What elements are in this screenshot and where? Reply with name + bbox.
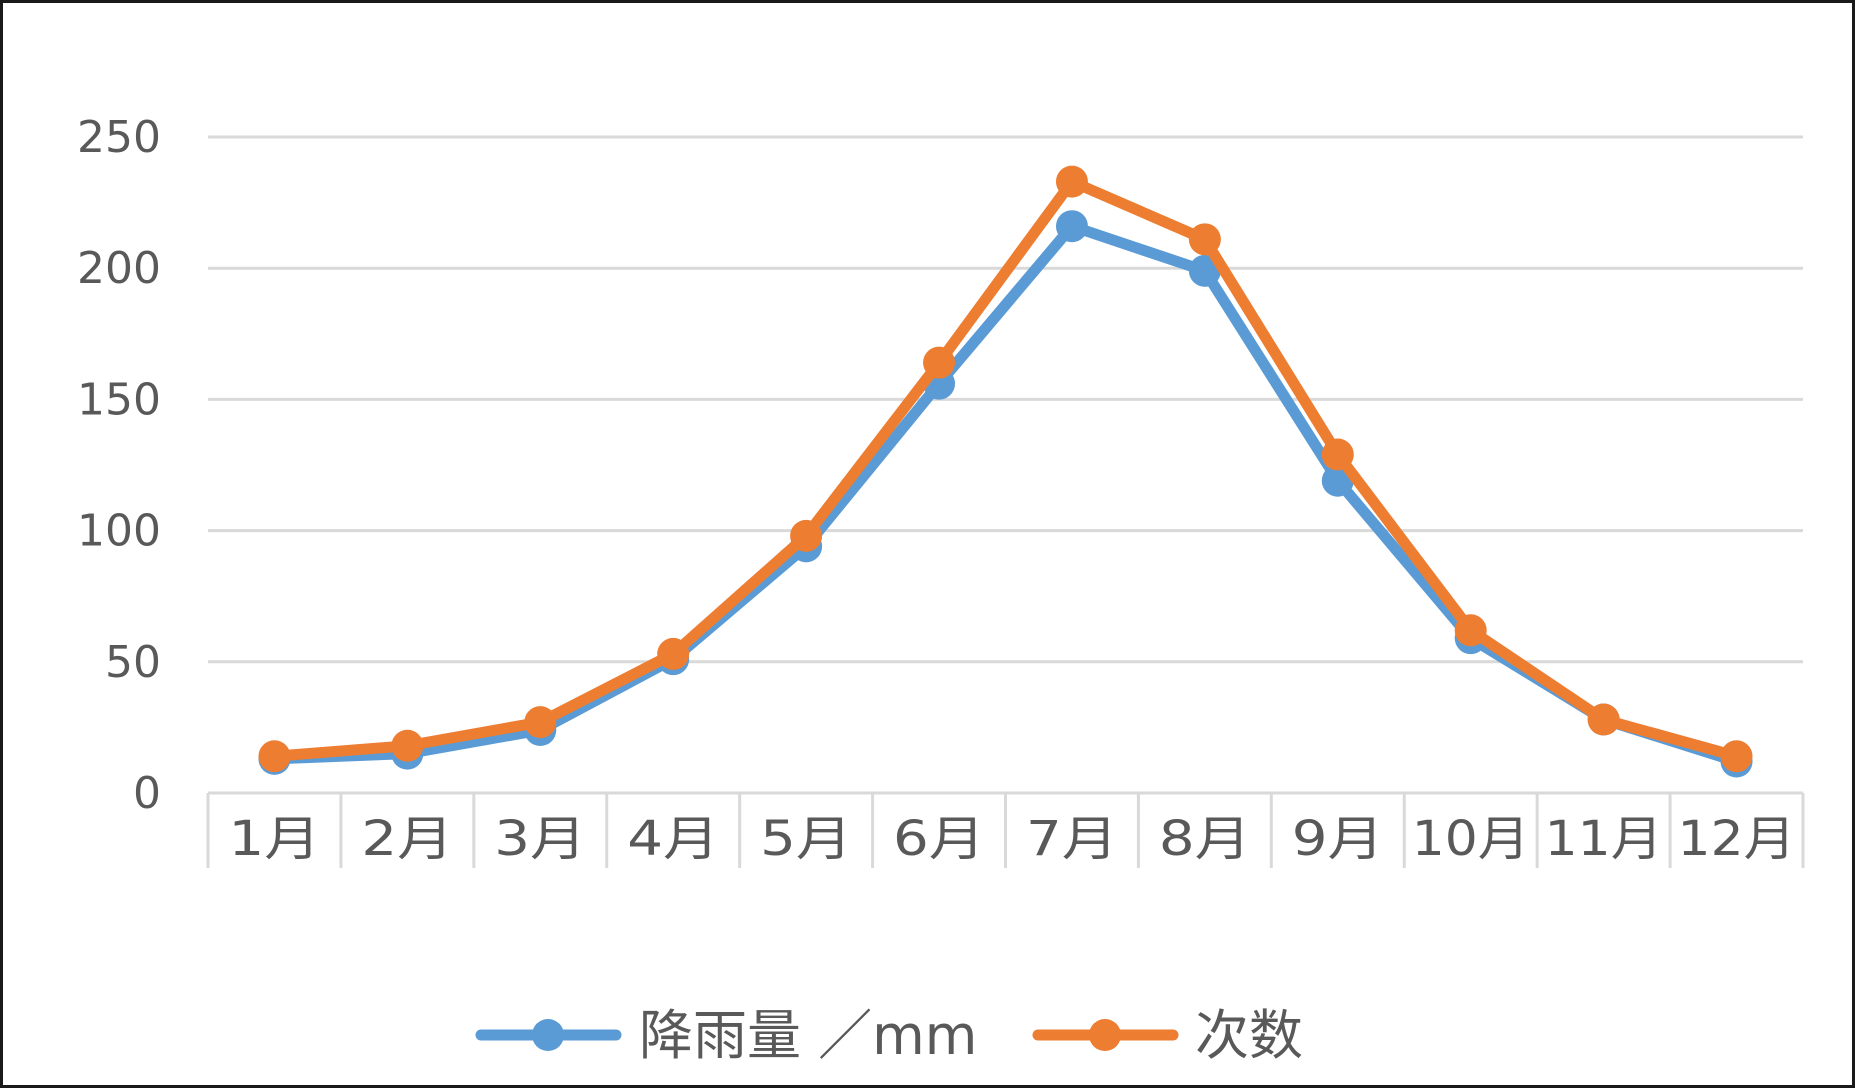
data-point	[1188, 223, 1221, 256]
x-tick-label: 9月	[1292, 811, 1384, 867]
x-tick-label: 10月	[1412, 811, 1530, 867]
legend: 降雨量 ／mm 次数	[475, 1004, 1303, 1067]
legend-swatch-marker	[1089, 1019, 1121, 1051]
data-point	[1188, 254, 1221, 287]
y-tick-label: 100	[77, 506, 161, 557]
data-point	[923, 346, 956, 379]
data-point	[790, 519, 823, 552]
series-1	[258, 210, 1753, 778]
y-tick-label: 200	[77, 243, 161, 294]
legend-item: 降雨量 ／mm	[475, 1004, 977, 1067]
category-axis	[206, 791, 1805, 868]
data-point	[1454, 614, 1487, 647]
x-tick-label: 3月	[494, 811, 586, 867]
legend-label: 降雨量 ／mm	[639, 1004, 977, 1067]
legend-item: 次数	[1032, 1004, 1303, 1067]
data-point	[1321, 438, 1354, 471]
legend-swatch-marker	[532, 1019, 564, 1051]
series-line	[268, 176, 1743, 762]
y-axis-tick-labels: 0 50 100 150 200 250	[77, 112, 161, 819]
y-tick-label: 250	[77, 112, 161, 163]
data-point	[1055, 210, 1088, 243]
x-axis-tick-labels: 1月 2月 3月 4月 5月 6月 7月 8月 9月 10月 11月 12月	[228, 811, 1795, 867]
data-point	[1720, 740, 1753, 773]
data-point	[657, 637, 690, 670]
data-point	[1587, 703, 1620, 736]
series-layer	[258, 165, 1753, 778]
data-point	[391, 729, 424, 762]
line-chart: 0 50 100 150 200 250 1月 2月 3月 4月 5月 6月 7月 8月 9月 10月 11月…	[77, 112, 1805, 1067]
y-tick-label: 150	[77, 374, 161, 425]
x-tick-label: 2月	[361, 811, 453, 867]
data-point	[524, 706, 557, 739]
series-2	[258, 165, 1753, 773]
x-tick-label: 11月	[1545, 811, 1663, 867]
data-point	[258, 740, 291, 773]
y-tick-label: 0	[133, 768, 161, 819]
x-tick-label: 5月	[760, 811, 852, 867]
x-tick-label: 6月	[893, 811, 985, 867]
x-tick-label: 7月	[1026, 811, 1118, 867]
x-tick-label: 8月	[1159, 811, 1251, 867]
legend-label: 次数	[1195, 1004, 1303, 1067]
x-tick-label: 1月	[228, 811, 320, 867]
data-point	[1055, 165, 1088, 198]
x-tick-label: 4月	[627, 811, 719, 867]
series-line	[268, 220, 1743, 768]
gridlines	[208, 135, 1803, 664]
y-tick-label: 50	[105, 637, 161, 688]
x-tick-label: 12月	[1678, 811, 1796, 867]
